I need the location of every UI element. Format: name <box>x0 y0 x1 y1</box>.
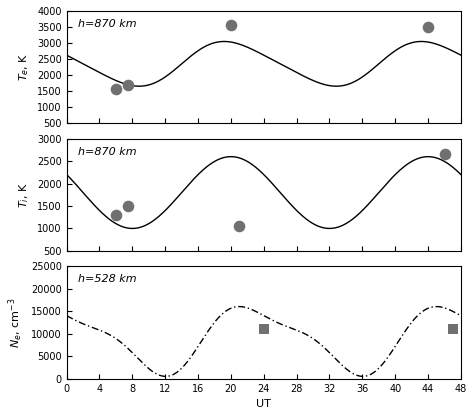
Point <box>112 86 120 93</box>
Text: h=870 km: h=870 km <box>79 19 137 29</box>
Y-axis label: $T_e$, K: $T_e$, K <box>18 53 31 81</box>
Point <box>236 223 243 230</box>
Point <box>449 326 456 333</box>
Y-axis label: $T_i$, K: $T_i$, K <box>18 182 31 208</box>
Point <box>424 24 432 30</box>
Text: h=528 km: h=528 km <box>79 274 137 284</box>
Point <box>125 82 132 88</box>
Point <box>441 151 448 158</box>
Text: h=870 km: h=870 km <box>79 146 137 156</box>
Y-axis label: $N_e$, cm$^{-3}$: $N_e$, cm$^{-3}$ <box>7 297 25 348</box>
Point <box>112 212 120 218</box>
Point <box>227 22 235 29</box>
X-axis label: UT: UT <box>256 399 271 409</box>
Point <box>125 203 132 209</box>
Point <box>260 326 268 333</box>
